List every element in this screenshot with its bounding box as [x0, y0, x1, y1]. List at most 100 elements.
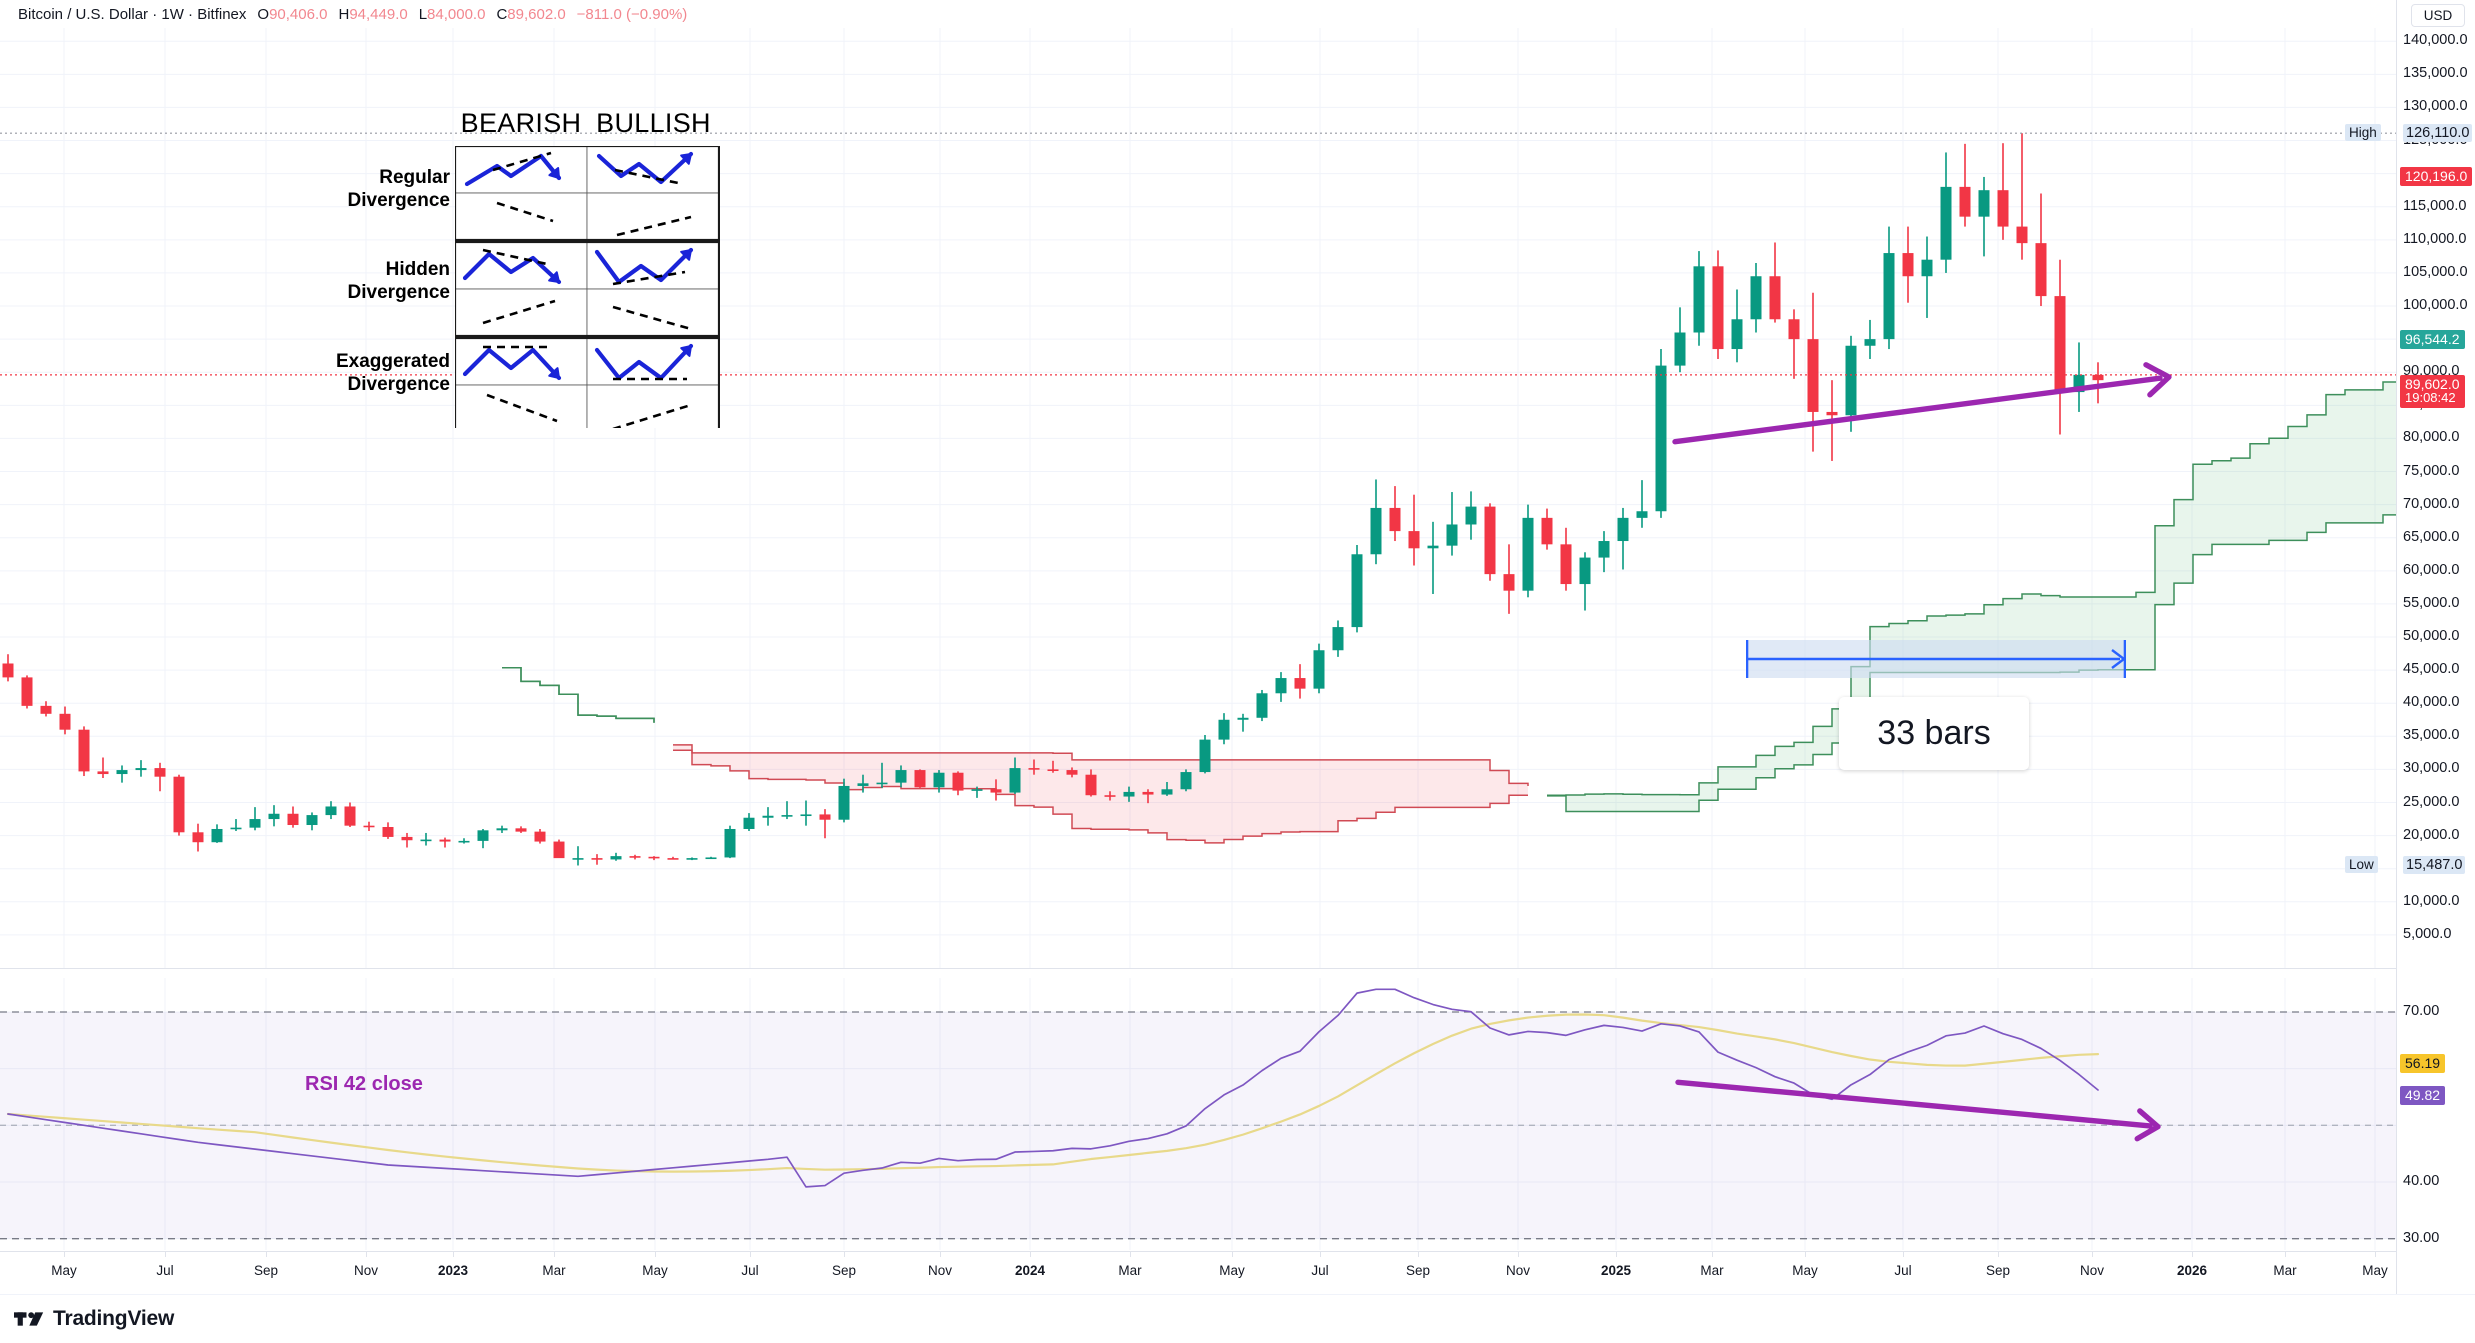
time-tick: [1320, 1252, 1321, 1257]
time-tick: [1030, 1252, 1031, 1257]
change-value: −811.0 (−0.90%): [576, 5, 688, 23]
rsi-indicator-label[interactable]: RSI 42 close: [305, 1073, 423, 1095]
time-axis[interactable]: May Jul Sep Nov 2023 Mar May Jul Sep Nov 2024 Mar Ma…: [0, 1251, 2396, 1293]
time-axis-label: 2026: [2176, 1263, 2208, 1278]
rsi-tick-label: 70.00: [2403, 1003, 2440, 1019]
time-axis-label: Sep: [253, 1263, 279, 1278]
low-tag: Low: [2345, 856, 2378, 874]
price-tick-label: 130,000.0: [2403, 98, 2468, 115]
legend-diagram-svg: [455, 146, 720, 428]
time-axis-label: Jul: [156, 1263, 174, 1278]
rsi-series: [6, 988, 2100, 1188]
low-value: 84,000.0: [427, 5, 486, 23]
time-tick: [1903, 1252, 1904, 1257]
legend-row-label-regular: Regular Divergence: [347, 167, 450, 212]
price-crosshair-levels: [0, 132, 2396, 376]
time-axis-label: Sep: [1405, 1263, 1431, 1278]
price-tick-label: 65,000.0: [2403, 528, 2460, 545]
legend-row-label-hidden: Hidden Divergence: [347, 259, 450, 304]
candlestick-series: [2, 133, 2104, 866]
time-tick: [1805, 1252, 1806, 1257]
divergence-cheatsheet[interactable]: BEARISH BULLISH Regular Divergence Hidden…: [300, 108, 720, 428]
time-axis-label: Mar: [1118, 1263, 1142, 1278]
tradingview-logo-icon[interactable]: [14, 1309, 44, 1329]
tradingview-wordmark[interactable]: TradingView: [53, 1307, 175, 1330]
open-label: O: [257, 5, 270, 23]
price-tick-label: 75,000.0: [2403, 462, 2460, 479]
ohlc-values: O90,406.0 H94,449.0 L84,000.0 C89,602.0 −811…: [257, 6, 687, 23]
rsi-tick-label: 40.00: [2403, 1173, 2440, 1189]
close-label: C: [496, 5, 508, 23]
time-tick: [655, 1252, 656, 1257]
rsi-ma-badge[interactable]: 56.19: [2400, 1054, 2446, 1073]
time-axis-label: May: [2362, 1263, 2388, 1278]
time-tick: [366, 1252, 367, 1257]
time-tick: [844, 1252, 845, 1257]
close-value: 89,602.0: [507, 5, 566, 23]
time-axis-label: May: [1792, 1263, 1818, 1278]
time-tick: [1518, 1252, 1519, 1257]
time-tick: [165, 1252, 166, 1257]
time-axis-label: May: [1219, 1263, 1245, 1278]
price-tick-label: 50,000.0: [2403, 628, 2460, 644]
last-price-badge[interactable]: 89,602.0 19:08:42: [2400, 375, 2465, 408]
high-value-label: 126,110.0: [2403, 124, 2473, 143]
price-tick-label: 110,000.0: [2403, 230, 2467, 247]
cloud-upper-badge[interactable]: 120,196.0: [2400, 167, 2473, 186]
rsi-band-fill: [0, 1011, 2396, 1240]
price-tick-label: 45,000.0: [2403, 661, 2460, 678]
time-tick: [2192, 1252, 2193, 1257]
price-tick-label: 135,000.0: [2403, 65, 2468, 82]
time-axis-label: 2023: [437, 1263, 469, 1278]
time-tick: [453, 1252, 454, 1257]
low-value-label: 15,487.0: [2403, 856, 2466, 875]
time-tick: [1712, 1252, 1713, 1257]
time-axis-label: Mar: [1700, 1263, 1724, 1278]
time-tick: [1998, 1252, 1999, 1257]
time-axis-label: 2024: [1014, 1263, 1046, 1278]
symbol-title[interactable]: Bitcoin / U.S. Dollar · 1W · Bitfinex: [18, 5, 247, 23]
time-axis-label: Jul: [1894, 1263, 1912, 1278]
price-tick-label: 55,000.0: [2403, 594, 2460, 611]
time-tick: [1232, 1252, 1233, 1257]
rsi-pane[interactable]: [0, 978, 2396, 1250]
pane-divider[interactable]: [0, 968, 2396, 969]
time-axis-label: Nov: [2079, 1263, 2105, 1278]
time-axis-label: Jul: [741, 1263, 759, 1278]
price-tick-label: 30,000.0: [2403, 760, 2460, 777]
time-axis-label: May: [642, 1263, 668, 1278]
chart-header: Bitcoin / U.S. Dollar · 1W · Bitfinex O9…: [0, 0, 2475, 28]
rsi-tick-label: 30.00: [2403, 1229, 2440, 1246]
price-axis[interactable]: USD 140,000.0135,000.0130,000.0125,000.0…: [2345, 0, 2475, 1294]
time-axis-label: Nov: [927, 1263, 953, 1278]
high-label: H: [338, 5, 350, 23]
rsi-value-badge[interactable]: 49.82: [2400, 1086, 2446, 1105]
price-tick-label: 10,000.0: [2403, 892, 2460, 909]
time-axis-label: Jul: [1311, 1263, 1329, 1278]
time-axis-label: Sep: [831, 1263, 857, 1278]
rsi-trendline-arrow: [1675, 1079, 2161, 1142]
price-tick-label: 35,000.0: [2403, 727, 2460, 744]
kijun-badge[interactable]: 96,544.2: [2400, 330, 2465, 349]
high-tag: High: [2345, 124, 2381, 142]
price-tick-label: 80,000.0: [2403, 429, 2460, 446]
time-axis-label: Nov: [1505, 1263, 1531, 1278]
time-axis-label: Nov: [353, 1263, 379, 1278]
price-tick-label: 115,000.0: [2403, 197, 2467, 214]
open-value: 90,406.0: [269, 5, 328, 23]
measure-label-box[interactable]: 33 bars: [1839, 697, 2029, 770]
price-tick-label: 100,000.0: [2403, 297, 2468, 314]
rsi-chart-svg: [0, 978, 2396, 1250]
time-axis-label: May: [51, 1263, 77, 1278]
time-axis-label: Mar: [542, 1263, 566, 1278]
time-tick: [2092, 1252, 2093, 1257]
time-axis-label: Sep: [1985, 1263, 2011, 1278]
currency-button[interactable]: USD: [2411, 4, 2465, 27]
time-tick: [940, 1252, 941, 1257]
price-tick-label: 20,000.0: [2403, 826, 2460, 843]
time-tick: [1418, 1252, 1419, 1257]
time-tick: [1616, 1252, 1617, 1257]
time-tick: [750, 1252, 751, 1257]
bar-count-measure-tool[interactable]: [1746, 640, 2126, 678]
